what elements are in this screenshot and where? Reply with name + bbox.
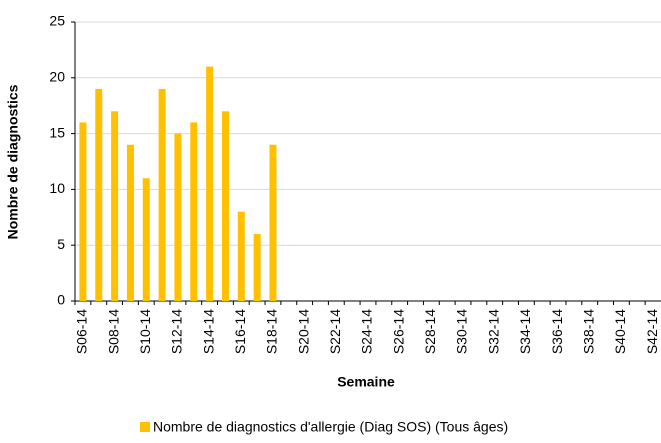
- x-tick-label: S26-14: [390, 309, 406, 354]
- y-tick-label: 0: [57, 292, 65, 308]
- bar: [111, 111, 119, 301]
- bar: [174, 133, 182, 301]
- x-tick-label: S10-14: [137, 309, 153, 354]
- x-tick-label: S12-14: [169, 309, 185, 354]
- bar: [269, 144, 277, 301]
- bar: [237, 211, 245, 301]
- y-tick-label: 20: [49, 69, 65, 85]
- x-tick-label: S20-14: [295, 309, 311, 354]
- bar: [253, 234, 261, 301]
- x-tick-label: S08-14: [105, 309, 121, 354]
- legend-swatch: [140, 422, 150, 432]
- legend-label: Nombre de diagnostics d'allergie (Diag S…: [153, 419, 508, 435]
- x-axis-title: Semaine: [337, 374, 395, 390]
- x-tick-label: S42-14: [644, 309, 660, 354]
- bar: [158, 88, 166, 302]
- bar: [95, 88, 103, 302]
- x-tick-label: S34-14: [517, 309, 533, 354]
- x-tick-label: S36-14: [549, 309, 565, 354]
- x-tick-label: S14-14: [200, 309, 216, 354]
- bar: [190, 122, 198, 301]
- x-tick-label: S30-14: [454, 309, 470, 354]
- x-tick-label: S18-14: [264, 309, 280, 354]
- x-tick-label: S32-14: [485, 309, 501, 354]
- y-tick-label: 10: [49, 180, 65, 196]
- bar: [126, 144, 134, 301]
- bar: [221, 111, 229, 301]
- bar: [206, 66, 214, 301]
- bar: [142, 178, 150, 301]
- y-tick-label: 25: [49, 13, 65, 29]
- x-tick-label: S28-14: [422, 309, 438, 354]
- x-tick-label: S40-14: [612, 309, 628, 354]
- y-axis-title: Nombre de diagnostics: [5, 84, 21, 239]
- bar: [79, 122, 87, 301]
- x-tick-label: S22-14: [327, 309, 343, 354]
- x-tick-label: S24-14: [359, 309, 375, 354]
- x-tick-label: S16-14: [232, 309, 248, 354]
- y-tick-label: 5: [57, 236, 65, 252]
- x-tick-label: S38-14: [580, 309, 596, 354]
- y-tick-label: 15: [49, 124, 65, 140]
- x-tick-label: S06-14: [74, 309, 90, 354]
